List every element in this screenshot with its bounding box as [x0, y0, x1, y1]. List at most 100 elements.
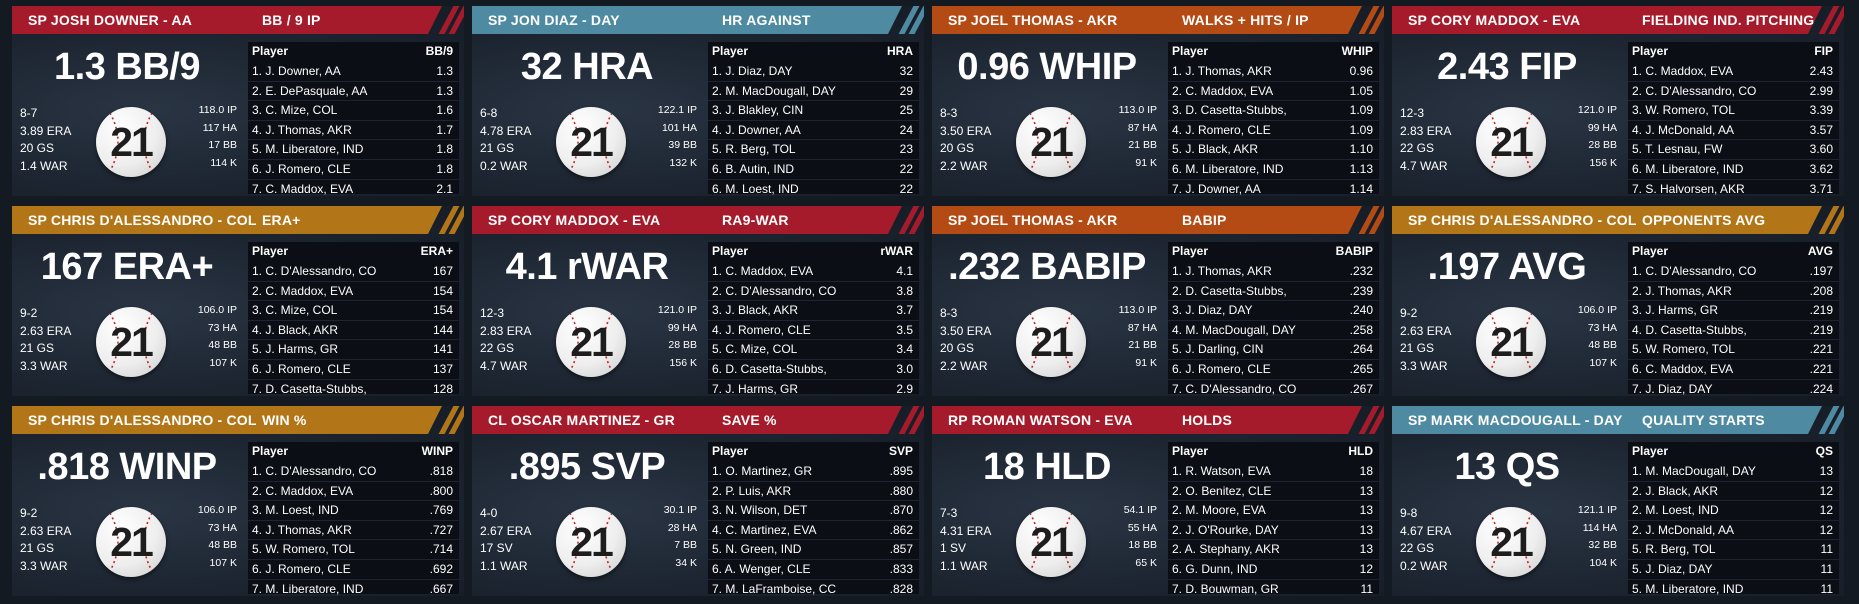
table-row[interactable]: 6. J. Romero, CLE 1.8	[248, 160, 459, 180]
leader-card[interactable]: CL OSCAR MARTINEZ - GR SAVE % .895 SVP 4…	[472, 406, 924, 596]
table-row[interactable]: 4. C. Martinez, EVA .862	[708, 521, 919, 541]
table-row[interactable]: 6. G. Dunn, IND 12	[1168, 560, 1379, 580]
table-row[interactable]: 3. J. Black, AKR 3.7	[708, 301, 919, 321]
table-row[interactable]: 1. C. Maddox, EVA 2.43	[1628, 62, 1839, 82]
table-row[interactable]: 3. D. Casetta-Stubbs, 1.09	[1168, 101, 1379, 121]
column-header-player[interactable]: Player	[1632, 444, 1669, 458]
table-row[interactable]: 1. C. D'Alessandro, CO .197	[1628, 262, 1839, 282]
table-row[interactable]: 6. J. Romero, CLE .692	[248, 560, 459, 580]
table-row[interactable]: 7. C. D'Alessandro, CO .267	[1168, 380, 1379, 396]
table-row[interactable]: 4. J. Romero, CLE 3.5	[708, 321, 919, 341]
table-row[interactable]: 3. J. Harms, GR .219	[1628, 301, 1839, 321]
table-row[interactable]: 2. J. Thomas, AKR .208	[1628, 282, 1839, 302]
table-row[interactable]: 5. R. Berg, TOL 11	[1628, 540, 1839, 560]
table-row[interactable]: 2. C. D'Alessandro, CO 3.8	[708, 282, 919, 302]
table-row[interactable]: 5. J. Darling, CIN .264	[1168, 340, 1379, 360]
column-header-player[interactable]: Player	[1172, 44, 1209, 58]
column-header-player[interactable]: Player	[712, 244, 749, 258]
table-row[interactable]: 5. J. Black, AKR 1.10	[1168, 140, 1379, 160]
column-header-player[interactable]: Player	[1632, 44, 1669, 58]
table-row[interactable]: 6. M. Liberatore, IND 1.13	[1168, 160, 1379, 180]
column-header-stat[interactable]: AVG	[1807, 244, 1833, 258]
table-row[interactable]: 7. J. Downer, AA 1.14	[1168, 180, 1379, 196]
table-row[interactable]: 3. W. Romero, TOL 3.39	[1628, 101, 1839, 121]
table-row[interactable]: 3. J. Diaz, DAY .240	[1168, 301, 1379, 321]
table-row[interactable]: 3. N. Wilson, DET .870	[708, 501, 919, 521]
table-row[interactable]: 2. M. Loest, IND 12	[1628, 501, 1839, 521]
leader-card[interactable]: SP CORY MADDOX - EVA RA9-WAR 4.1 rWAR 12…	[472, 206, 924, 396]
table-row[interactable]: 7. J. Diaz, DAY .224	[1628, 380, 1839, 396]
column-header-stat[interactable]: WINP	[421, 444, 453, 458]
table-row[interactable]: 6. B. Autin, IND 22	[708, 160, 919, 180]
table-row[interactable]: 4. J. Downer, AA 24	[708, 121, 919, 141]
table-row[interactable]: 6. C. Maddox, EVA .221	[1628, 360, 1839, 380]
table-row[interactable]: 1. J. Thomas, AKR .232	[1168, 262, 1379, 282]
table-row[interactable]: 2. C. Maddox, EVA 1.05	[1168, 82, 1379, 102]
table-row[interactable]: 5. C. Mize, COL 3.4	[708, 340, 919, 360]
column-header-player[interactable]: Player	[1172, 444, 1209, 458]
table-row[interactable]: 5. R. Berg, TOL 23	[708, 140, 919, 160]
table-row[interactable]: 5. W. Romero, TOL .221	[1628, 340, 1839, 360]
table-row[interactable]: 6. J. Romero, CLE .265	[1168, 360, 1379, 380]
column-header-player[interactable]: Player	[712, 444, 749, 458]
leader-card[interactable]: SP JOSH DOWNER - AA BB / 9 IP 1.3 BB/9 8…	[12, 6, 464, 196]
table-row[interactable]: 7. D. Bouwman, GR 11	[1168, 580, 1379, 596]
table-row[interactable]: 1. C. Maddox, EVA 4.1	[708, 262, 919, 282]
column-header-player[interactable]: Player	[252, 244, 289, 258]
table-row[interactable]: 6. J. Romero, CLE 137	[248, 360, 459, 380]
table-row[interactable]: 1. M. MacDougall, DAY 13	[1628, 462, 1839, 482]
table-row[interactable]: 4. J. Thomas, AKR 1.7	[248, 121, 459, 141]
table-row[interactable]: 3. J. Blakley, CIN 25	[708, 101, 919, 121]
table-row[interactable]: 1. J. Thomas, AKR 0.96	[1168, 62, 1379, 82]
table-row[interactable]: 1. J. Diaz, DAY 32	[708, 62, 919, 82]
table-row[interactable]: 7. M. LaFramboise, CC .828	[708, 580, 919, 596]
table-row[interactable]: 2. P. Luis, AKR .880	[708, 482, 919, 502]
column-header-player[interactable]: Player	[1632, 244, 1669, 258]
leader-card[interactable]: SP CHRIS D'ALESSANDRO - COL WIN % .818 W…	[12, 406, 464, 596]
table-row[interactable]: 7. S. Halvorsen, AKR 3.71	[1628, 180, 1839, 196]
table-row[interactable]: 6. A. Wenger, CLE .833	[708, 560, 919, 580]
table-row[interactable]: 5. J. Harms, GR 141	[248, 340, 459, 360]
column-header-player[interactable]: Player	[712, 44, 749, 58]
table-row[interactable]: 5. M. Liberatore, IND 1.8	[248, 140, 459, 160]
table-row[interactable]: 4. J. Thomas, AKR .727	[248, 521, 459, 541]
table-row[interactable]: 7. M. Liberatore, IND .667	[248, 580, 459, 596]
table-row[interactable]: 2. M. MacDougall, DAY 29	[708, 82, 919, 102]
column-header-stat[interactable]: WHIP	[1341, 44, 1373, 58]
table-row[interactable]: 4. M. MacDougall, DAY .258	[1168, 321, 1379, 341]
table-row[interactable]: 5. M. Liberatore, IND 11	[1628, 580, 1839, 596]
leader-card[interactable]: SP CHRIS D'ALESSANDRO - COL OPPONENTS AV…	[1392, 206, 1844, 396]
table-row[interactable]: 5. W. Romero, TOL .714	[248, 540, 459, 560]
table-row[interactable]: 2. J. O'Rourke, DAY 13	[1168, 521, 1379, 541]
leader-card[interactable]: SP CHRIS D'ALESSANDRO - COL ERA+ 167 ERA…	[12, 206, 464, 396]
column-header-stat[interactable]: BB/9	[425, 44, 453, 58]
leader-card[interactable]: SP MARK MACDOUGALL - DAY QUALITY STARTS …	[1392, 406, 1844, 596]
table-row[interactable]: 5. T. Lesnau, FW 3.60	[1628, 140, 1839, 160]
table-row[interactable]: 2. O. Benitez, CLE 13	[1168, 482, 1379, 502]
table-row[interactable]: 2. C. D'Alessandro, CO 2.99	[1628, 82, 1839, 102]
leader-card[interactable]: SP JOEL THOMAS - AKR WALKS + HITS / IP 0…	[932, 6, 1384, 196]
leader-card[interactable]: SP CORY MADDOX - EVA FIELDING IND. PITCH…	[1392, 6, 1844, 196]
table-row[interactable]: 1. R. Watson, EVA 18	[1168, 462, 1379, 482]
table-row[interactable]: 5. N. Green, IND .857	[708, 540, 919, 560]
table-row[interactable]: 3. M. Loest, IND .769	[248, 501, 459, 521]
table-row[interactable]: 5. J. Diaz, DAY 11	[1628, 560, 1839, 580]
table-row[interactable]: 4. D. Casetta-Stubbs, .219	[1628, 321, 1839, 341]
table-row[interactable]: 3. C. Mize, COL 154	[248, 301, 459, 321]
table-row[interactable]: 4. J. McDonald, AA 3.57	[1628, 121, 1839, 141]
column-header-stat[interactable]: QS	[1815, 444, 1833, 458]
table-row[interactable]: 2. M. Moore, EVA 13	[1168, 501, 1379, 521]
table-row[interactable]: 7. J. Harms, GR 2.9	[708, 380, 919, 396]
column-header-stat[interactable]: rWAR	[880, 244, 913, 258]
table-row[interactable]: 1. J. Downer, AA 1.3	[248, 62, 459, 82]
table-row[interactable]: 2. J. McDonald, AA 12	[1628, 521, 1839, 541]
table-row[interactable]: 6. M. Liberatore, IND 3.62	[1628, 160, 1839, 180]
table-row[interactable]: 4. J. Black, AKR 144	[248, 321, 459, 341]
table-row[interactable]: 4. J. Romero, CLE 1.09	[1168, 121, 1379, 141]
table-row[interactable]: 7. C. Maddox, EVA 2.1	[248, 180, 459, 196]
table-row[interactable]: 2. C. Maddox, EVA .800	[248, 482, 459, 502]
leader-card[interactable]: SP JON DIAZ - DAY HR AGAINST 32 HRA 6-8 …	[472, 6, 924, 196]
leader-card[interactable]: SP JOEL THOMAS - AKR BABIP .232 BABIP 8-…	[932, 206, 1384, 396]
column-header-stat[interactable]: BABIP	[1335, 244, 1373, 258]
table-row[interactable]: 6. M. Loest, IND 22	[708, 180, 919, 196]
